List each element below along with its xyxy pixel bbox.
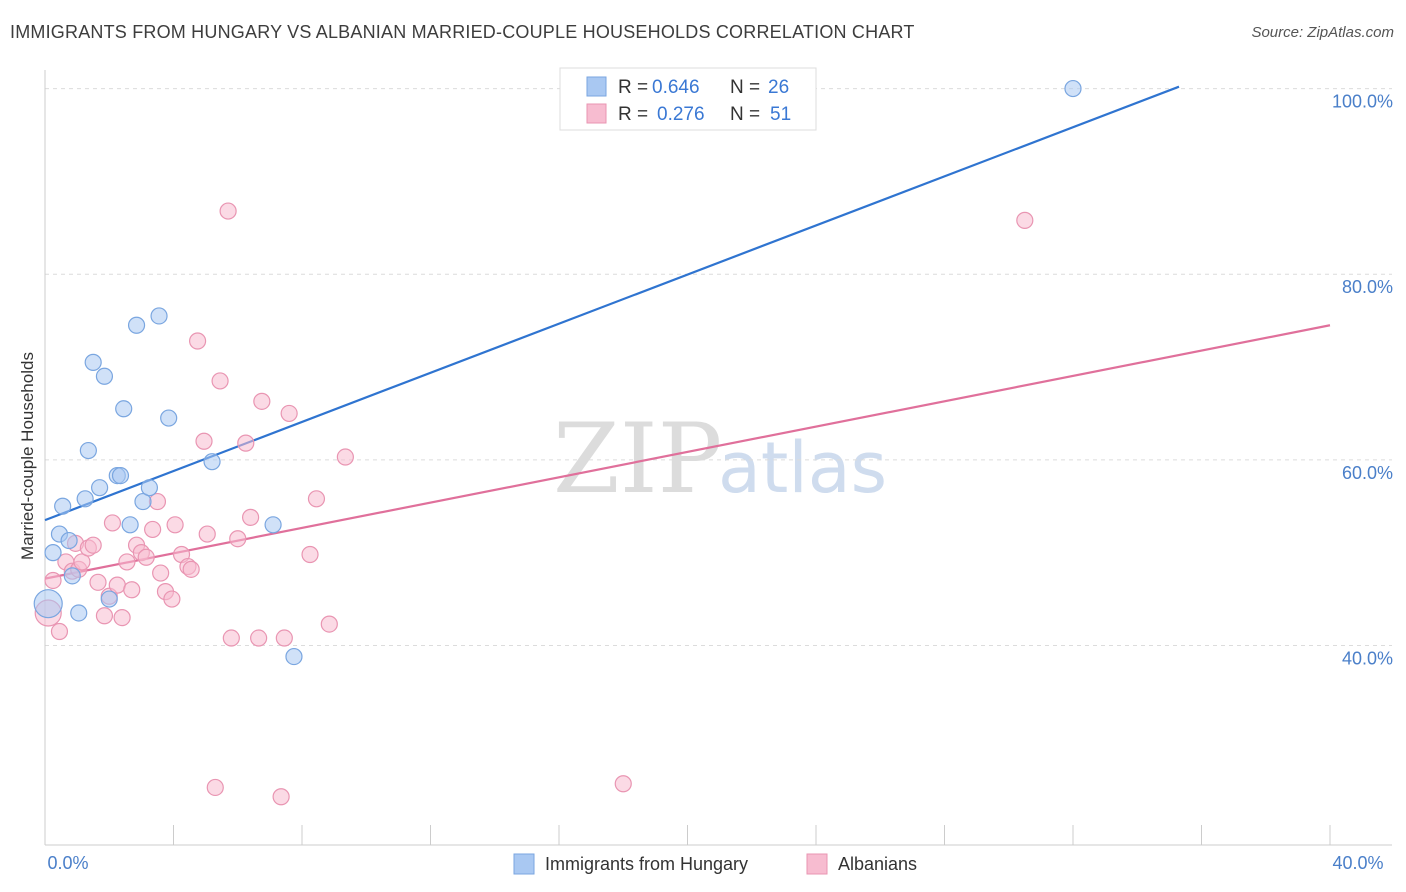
y-axis-label: Married-couple Households [18,352,37,560]
hungary-point-20 [160,409,178,427]
legend-swatch-albanians [586,103,607,124]
albanians-point-20 [137,548,155,566]
legend-r-value-1: 0.646 [652,77,700,98]
albanians-point-44 [280,404,298,423]
hungary-point-3 [54,497,72,515]
hungary-point-16 [127,316,146,334]
albanians-point-23 [152,564,170,582]
legend-r-value-2: 0.276 [657,104,705,125]
data-points [33,79,1082,806]
hungary-point-24 [111,466,130,485]
hungary-point-0 [33,589,63,619]
albanians-point-46 [307,490,326,508]
albanians-point-17 [123,581,141,599]
albanians-point-38 [237,434,255,452]
series-legend: Immigrants from Hungary Albanians [513,853,917,875]
albanians-point-32 [198,525,216,543]
trend-line-hungary [44,85,1180,522]
stats-legend: R = 0.646 N = 26 R = 0.276 N = 51 [559,67,817,131]
hungary-point-11 [95,367,114,385]
hungary-point-10 [91,479,109,497]
albanians-point-2 [50,622,69,641]
hungary-point-5 [63,567,81,585]
axes [44,70,1392,846]
albanians-point-11 [95,607,114,625]
albanians-point-48 [336,448,354,466]
albanians-point-33 [206,778,224,797]
hungary-point-12 [100,590,118,608]
hungary-point-22 [264,516,282,534]
hungary-point-15 [121,516,139,534]
albanians-point-47 [320,615,338,633]
x-tick-label-min: 0.0% [47,853,88,873]
albanians-point-43 [275,629,293,647]
chart-title: IMMIGRANTS FROM HUNGARY VS ALBANIAN MARR… [10,22,915,42]
albanians-point-16 [118,553,136,571]
albanians-point-26 [166,516,184,534]
gridlines [45,88,1392,646]
albanians-point-36 [222,629,240,647]
bottom-legend-swatch-albanians [806,853,828,875]
bottom-legend-swatch-hungary [513,853,535,875]
albanians-point-31 [195,432,213,450]
albanians-point-25 [163,590,181,608]
albanians-point-49 [614,775,632,793]
hungary-point-14 [115,400,133,418]
albanians-point-22 [148,492,167,511]
trend-line-albanians [44,324,1331,580]
albanians-point-41 [253,392,271,410]
legend-swatch-hungary [586,76,607,97]
trend-lines [44,85,1331,580]
y-tick-label-2: 80.0% [1342,277,1393,297]
albanians-point-39 [242,508,260,526]
hungary-point-6 [70,604,88,622]
y-tick-label-1: 60.0% [1342,463,1393,483]
hungary-point-1 [44,544,62,562]
hungary-point-21 [203,453,221,471]
hungary-point-8 [79,441,97,460]
hungary-point-17 [134,492,152,511]
hungary-point-9 [84,353,102,371]
albanians-point-50 [1016,211,1034,229]
albanians-point-13 [103,514,122,532]
albanians-point-1 [44,571,62,590]
legend-n-value-2: 51 [770,104,791,125]
y-tick-label-3: 100.0% [1332,92,1393,112]
hungary-point-25 [1064,79,1082,98]
legend-n-value-1: 26 [768,77,789,98]
albanians-point-42 [272,788,290,806]
albanians-point-30 [188,332,207,350]
albanians-point-14 [108,576,126,594]
legend-n-label-2: N = [730,104,760,125]
legend-r-label-2: R = [618,104,648,125]
albanians-point-40 [250,629,268,647]
y-tick-label-0: 40.0% [1342,648,1393,668]
watermark-atlas: atlas [718,427,887,509]
hungary-point-7 [76,490,94,508]
x-tick-label-max: 40.0% [1332,853,1383,873]
albanians-point-21 [144,520,162,539]
albanians-point-9 [84,536,102,554]
watermark-zip: ZIP [553,403,722,515]
source-credit: Source: ZipAtlas.com [1251,24,1394,41]
hungary-point-18 [140,479,159,497]
bottom-legend-label-albanians: Albanians [838,854,917,874]
albanians-point-35 [219,202,237,220]
albanians-point-34 [211,372,229,390]
albanians-point-37 [229,530,247,548]
hungary-point-23 [285,647,303,666]
albanians-point-45 [301,545,319,564]
albanians-point-15 [113,609,131,627]
bottom-legend-label-hungary: Immigrants from Hungary [545,854,748,874]
hungary-point-19 [150,307,168,325]
albanians-point-7 [73,553,91,571]
albanians-point-10 [89,573,107,591]
albanians-point-29 [182,560,200,578]
legend-n-label-1: N = [730,77,760,98]
legend-r-label-1: R = [618,77,648,98]
hungary-point-4 [60,531,78,550]
